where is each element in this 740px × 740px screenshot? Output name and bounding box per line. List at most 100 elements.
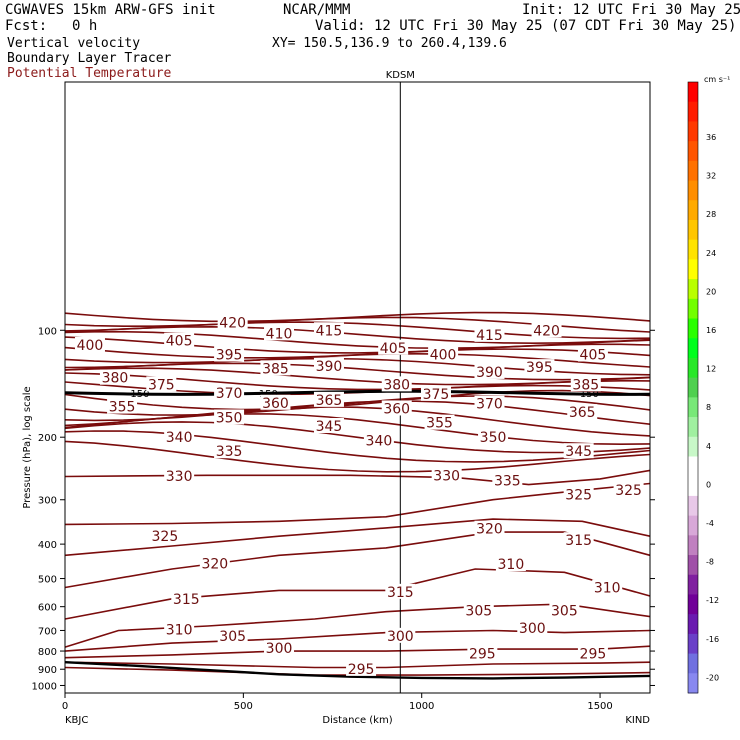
tropopause-label: 150 <box>259 389 278 400</box>
contour-label: 315 <box>565 533 592 549</box>
contour-label-bg <box>313 322 344 338</box>
tropopause-label: 150 <box>580 389 599 400</box>
colorbar-swatch <box>688 456 698 477</box>
contour-label-bg <box>577 346 608 362</box>
tropopause-label: 150 <box>130 389 149 400</box>
x-tick-label: 500 <box>234 701 253 712</box>
contour-label-bg <box>517 620 548 636</box>
contour-label-bg <box>214 346 245 362</box>
contour-label-bg <box>164 621 195 637</box>
colorbar-tick-label: -4 <box>706 519 714 528</box>
cross-section-endpoints: XY= 150.5,136.9 to 260.4,139.6 <box>272 36 507 51</box>
contour-label: 325 <box>152 529 179 545</box>
colorbar-swatch <box>688 200 698 221</box>
contour-label-bg <box>313 357 344 373</box>
y-tick-label: 200 <box>38 433 57 444</box>
contour-label: 385 <box>572 377 599 393</box>
contour-label: 315 <box>173 592 200 608</box>
contour-label-bg <box>164 332 195 348</box>
contour-label-bg <box>264 640 295 656</box>
y-tick-label: 500 <box>38 575 57 586</box>
terrain-line <box>64 661 651 680</box>
contour-label-bg <box>495 555 526 571</box>
contour-label: 325 <box>565 488 592 504</box>
colorbar-swatch <box>688 141 698 162</box>
colorbar-tick-label: 8 <box>706 403 711 412</box>
contour-label-bg <box>214 443 245 459</box>
theta-contour-upper <box>64 336 651 354</box>
model-title: CGWAVES 15km ARW-GFS init <box>5 2 216 18</box>
theta-contour-upper <box>64 321 651 340</box>
contour-label: 300 <box>519 621 546 637</box>
contour-label-bg <box>531 322 562 338</box>
contour-label-bg <box>385 627 416 643</box>
contour-label: 360 <box>383 401 410 417</box>
colorbar-swatch <box>688 633 698 655</box>
theta-contour-upper <box>64 362 651 381</box>
colorbar-swatch <box>688 239 698 260</box>
contour-label: 345 <box>565 444 592 460</box>
colorbar-tick-label: 4 <box>706 442 711 451</box>
contour-label-bg <box>577 645 608 661</box>
contour-label-bg <box>214 409 245 425</box>
colorbar-tick-label: -20 <box>706 673 719 682</box>
contour-label: 305 <box>219 629 246 645</box>
y-tick-label: 100 <box>38 326 57 337</box>
colorbar: 36 32 28 24 20 16 12 8 4 0 -4 -8 -12 -16 -20 cm s⁻¹ <box>687 75 730 694</box>
contour-label-bg <box>146 376 177 392</box>
y-tick-label: 400 <box>38 540 57 551</box>
x-axis-label: Distance (km) <box>322 715 392 726</box>
terrain <box>64 661 651 680</box>
contour-label-bg <box>428 346 459 362</box>
contour-label-bg <box>164 467 195 483</box>
colorbar-swatch <box>688 338 698 359</box>
colorbar-swatch <box>688 614 698 635</box>
station-marker-label: KDSM <box>386 70 415 81</box>
contour-label-bg <box>217 627 248 643</box>
forecast-label: Fcst: <box>5 18 48 34</box>
contour-label: 375 <box>423 387 450 403</box>
forecast-hour: 0 h <box>72 18 98 34</box>
colorbar-swatch <box>688 673 698 694</box>
axes: 150 150 150 KDSM 100 200 300 400 500 600 700 800 900… <box>22 70 655 726</box>
contour-label: 295 <box>469 646 496 662</box>
theta-contour-upper <box>64 311 651 323</box>
contour-label: 395 <box>526 360 553 376</box>
theta-contour-lower <box>64 518 651 557</box>
contour-label-bg <box>463 602 494 618</box>
contour-label-bg <box>74 336 105 352</box>
valid-time: Valid: 12 UTC Fri 30 May 25 (07 CDT Fri … <box>315 18 737 34</box>
y-tick-label: 800 <box>38 647 57 658</box>
colorbar-swatch <box>688 397 698 418</box>
contour-label-bg <box>313 418 344 434</box>
colorbar-tick-label: -12 <box>706 596 719 605</box>
contour-label-bg <box>264 325 295 341</box>
contour-label: 295 <box>348 662 375 678</box>
contour-label-bg <box>524 359 555 375</box>
contour-label: 370 <box>216 386 243 402</box>
colorbar-frame <box>687 81 699 694</box>
colorbar-swatch <box>688 594 698 615</box>
colorbar-swatch <box>688 555 698 576</box>
contour-label: 315 <box>387 585 414 601</box>
theta-contour-lower <box>64 469 651 486</box>
y-tick-label: 1000 <box>32 681 57 692</box>
theta-contour-middle <box>64 389 651 411</box>
colorbar-tick-label: -16 <box>706 635 719 644</box>
theta-contour-lower <box>64 482 651 526</box>
contour-label: 325 <box>615 483 642 499</box>
y-tick-label: 600 <box>38 603 57 614</box>
contour-label-bg <box>260 360 291 376</box>
field-potential-temperature: Potential Temperature <box>7 66 172 81</box>
contour-label-bg <box>478 429 509 445</box>
contour-label: 330 <box>166 469 193 485</box>
colorbar-swatch <box>688 377 698 398</box>
colorbar-swatch <box>688 180 698 201</box>
contour-label: 350 <box>216 410 243 426</box>
contour-label-bg <box>260 394 291 410</box>
colorbar-swatch <box>688 82 698 103</box>
contour-label-bg <box>385 583 416 599</box>
contour-label-bg <box>474 520 505 536</box>
contour-label: 350 <box>480 430 507 446</box>
contour-label-bg <box>492 472 523 488</box>
